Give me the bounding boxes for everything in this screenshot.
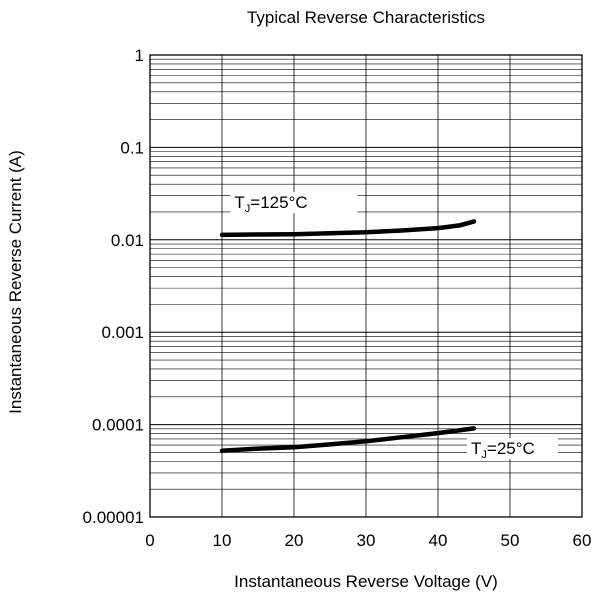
series-lines [219,219,477,454]
x-axis-label: Instantaneous Reverse Voltage (V) [234,572,498,591]
series-annotations: TJ=125°C TJ=25°C [230,192,558,461]
y-tick-label: 0.1 [120,138,144,157]
y-tick-label: 0.001 [101,323,144,342]
x-tick-label: 40 [429,531,448,550]
x-tick-label: 0 [145,531,154,550]
x-tick-label: 10 [213,531,232,550]
tick-labels: 0 10 20 30 40 50 60 1 0.1 0.01 0.001 0.0001 0.00001 [83,46,592,550]
annotation-background [230,192,358,214]
series-line-1 [219,219,477,238]
grid-lines [149,54,583,518]
y-tick-label: 1 [135,46,144,65]
y-tick-label: 0.00001 [83,508,144,527]
x-tick-label: 60 [573,531,592,550]
y-tick-label: 0.0001 [92,416,144,435]
annotation-background [467,438,558,460]
series-annotation: TJ=25°C [471,439,535,461]
series-annotation: TJ=125°C [234,193,307,215]
y-tick-label: 0.01 [111,231,144,250]
series-line-2 [219,426,477,454]
x-tick-label: 20 [285,531,304,550]
x-tick-label: 50 [501,531,520,550]
chart-title: Typical Reverse Characteristics [246,8,486,27]
x-tick-label: 30 [357,531,376,550]
